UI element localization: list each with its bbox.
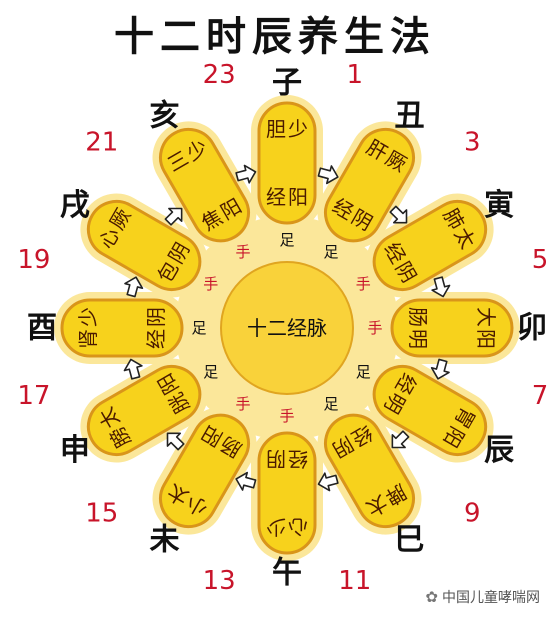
meridian-capsule-shape xyxy=(257,101,317,225)
foot-hand-marker: 手 xyxy=(367,319,382,337)
earthly-branch-label: 寅 xyxy=(484,188,514,223)
flow-arrow-icon xyxy=(164,207,183,226)
meridian-capsule-shape xyxy=(323,127,415,243)
meridian-name-char: 肾 xyxy=(76,329,100,349)
hour-number-label: 11 xyxy=(338,566,371,596)
foot-hand-marker: 足 xyxy=(203,363,218,381)
meridian-capsule: 少 阴心 经 xyxy=(257,431,317,555)
meridian-capsule: 少 阴肾 经 xyxy=(60,298,184,358)
hour-number-label: 1 xyxy=(347,60,364,90)
earthly-branch-label: 申 xyxy=(60,433,90,468)
center-label: 十二经脉 xyxy=(247,316,327,340)
flow-arrow-icon xyxy=(389,205,408,224)
meridian-capsule-shape xyxy=(390,298,514,358)
hour-number-label: 7 xyxy=(532,381,549,411)
earthly-branch-label: 亥 xyxy=(150,98,180,133)
meridian-name-char: 心 xyxy=(288,515,308,539)
foot-hand-marker: 手 xyxy=(356,275,371,293)
hour-number-label: 13 xyxy=(203,566,236,596)
meridian-name-char: 阳 xyxy=(288,185,308,209)
foot-hand-marker: 足 xyxy=(323,395,338,413)
meridian-capsule-shape xyxy=(86,199,202,291)
watermark: ✿ 中国儿童哮喘网 xyxy=(425,587,540,607)
meridian-name-char: 胆 xyxy=(266,117,286,141)
earthly-branch-label: 酉 xyxy=(27,311,57,346)
flow-arrow-icon xyxy=(123,358,143,380)
meridian-name-char: 少 xyxy=(288,117,308,141)
foot-hand-marker: 足 xyxy=(323,243,338,261)
wechat-logo-icon: ✿ xyxy=(425,588,438,606)
center-circle xyxy=(220,261,354,395)
flow-arrow-icon xyxy=(235,471,257,491)
earthly-branch-label: 戌 xyxy=(60,188,90,223)
flow-arrow-icon xyxy=(430,358,450,380)
meridian-capsule-shape xyxy=(324,413,415,529)
hour-number-label: 5 xyxy=(532,245,549,275)
meridian-capsule-shape xyxy=(159,127,251,243)
flow-arrow-icon xyxy=(317,165,339,185)
meridian-capsule: 少阳 胆经 xyxy=(257,101,317,225)
hour-number-label: 17 xyxy=(17,381,50,411)
hour-number-label: 3 xyxy=(464,128,481,158)
meridian-name-char: 肠 xyxy=(406,307,430,327)
foot-hand-marker: 足 xyxy=(191,319,206,337)
meridian-capsule-shape xyxy=(86,364,202,456)
earthly-branch-label: 辰 xyxy=(484,433,514,468)
meridian-name-char: 经 xyxy=(144,329,168,349)
meridian-name-char: 经 xyxy=(288,447,308,471)
hour-number-label: 21 xyxy=(85,128,118,158)
flow-arrow-icon xyxy=(235,164,257,184)
meridian-capsule-shape xyxy=(257,431,317,555)
foot-hand-marker: 手 xyxy=(279,407,294,425)
flow-arrow-icon xyxy=(166,432,185,451)
flow-arrow-icon xyxy=(391,430,410,449)
meridian-name-char: 少 xyxy=(266,515,286,539)
meridian-capsule-shape xyxy=(159,413,250,529)
meridian-name-char: 阴 xyxy=(266,447,286,471)
meridian-name-char: 大 xyxy=(474,307,498,327)
meridian-name-char: 阳 xyxy=(474,329,498,349)
earthly-branch-label: 卯 xyxy=(517,311,547,346)
watermark-text: 中国儿童哮喘网 xyxy=(442,590,540,606)
page-title: 十二时辰养生法 xyxy=(114,13,436,60)
meridian-capsule: 阳 明 大 肠 xyxy=(390,298,514,358)
meridian-capsule-shape xyxy=(60,298,184,358)
foot-hand-marker: 足 xyxy=(279,231,294,249)
meridian-name-char: 明 xyxy=(406,329,430,349)
foot-hand-marker: 手 xyxy=(235,243,250,261)
flow-arrow-icon xyxy=(124,276,144,298)
earthly-branch-label: 丑 xyxy=(395,98,425,133)
earthly-branch-label: 午 xyxy=(272,556,302,591)
foot-hand-marker: 手 xyxy=(235,395,250,413)
hour-number-label: 23 xyxy=(203,60,236,90)
hour-number-label: 15 xyxy=(85,498,118,528)
meridian-capsule-shape xyxy=(372,200,488,291)
meridian-name-char: 少 xyxy=(76,307,100,327)
foot-hand-marker: 手 xyxy=(203,275,218,293)
hour-number-label: 9 xyxy=(464,498,481,528)
meridian-name-char: 经 xyxy=(266,185,286,209)
earthly-branch-label: 未 xyxy=(150,523,180,558)
meridian-capsule-shape xyxy=(372,365,488,456)
foot-hand-marker: 足 xyxy=(356,363,371,381)
earthly-branch-label: 子 xyxy=(272,66,302,101)
flow-arrow-icon xyxy=(431,276,451,298)
flow-arrow-icon xyxy=(317,472,339,492)
earthly-branch-label: 巳 xyxy=(395,523,425,558)
hour-number-label: 19 xyxy=(17,245,50,275)
meridian-name-char: 阴 xyxy=(144,307,168,327)
